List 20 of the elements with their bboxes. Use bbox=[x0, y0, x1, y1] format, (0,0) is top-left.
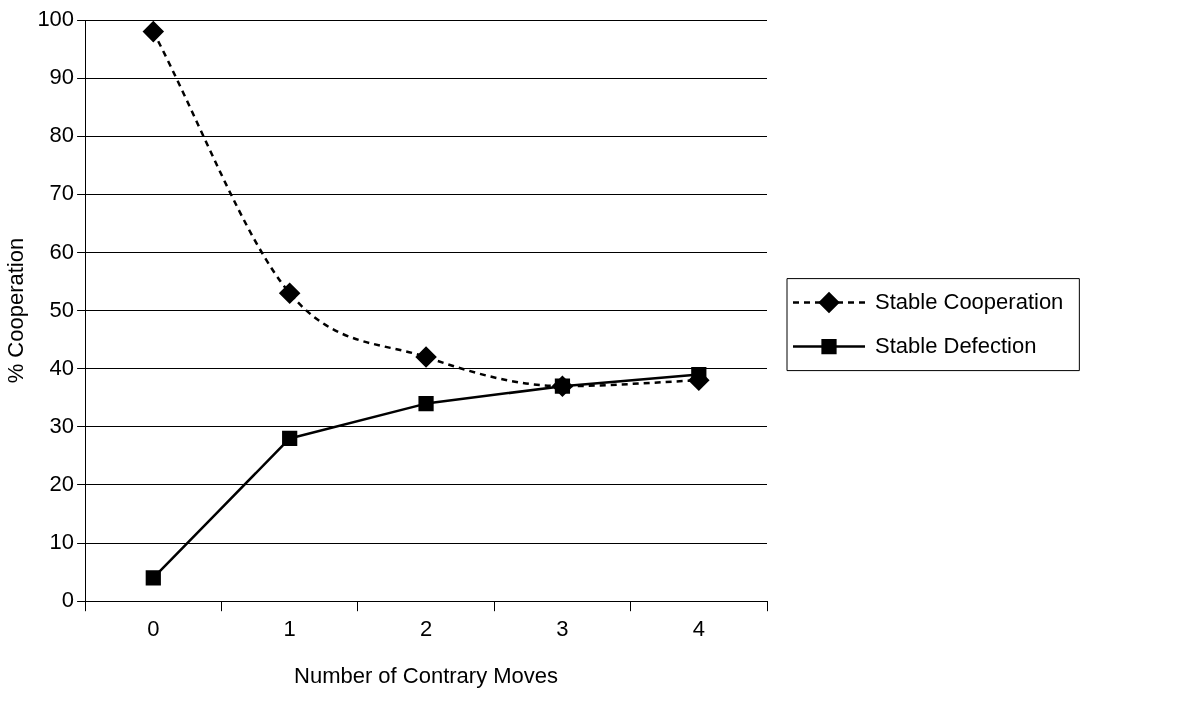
x-tick-label: 3 bbox=[556, 616, 569, 642]
x-tick-label: 2 bbox=[419, 616, 433, 642]
x-tick-label: 0 bbox=[147, 616, 160, 642]
y-tick-label: 20 bbox=[49, 471, 75, 497]
x-tick-label: 4 bbox=[692, 616, 705, 642]
y-axis-title: % Cooperation bbox=[3, 237, 29, 384]
y-tick-label: 60 bbox=[49, 238, 75, 264]
y-tick-label: 40 bbox=[49, 354, 75, 380]
y-tick-label: 50 bbox=[49, 296, 75, 322]
y-tick-label: 70 bbox=[49, 180, 75, 206]
x-tick-label: 1 bbox=[283, 616, 296, 642]
y-tick-label: 90 bbox=[49, 64, 75, 90]
y-tick-label: 80 bbox=[49, 122, 75, 148]
x-axis-title: Number of Contrary Moves bbox=[294, 662, 559, 688]
y-tick-label: 10 bbox=[49, 529, 75, 555]
y-tick-label: 0 bbox=[61, 587, 75, 613]
y-tick-label: 30 bbox=[49, 412, 75, 438]
legend-label: Stable Defection bbox=[875, 332, 1037, 358]
y-tick-label: 100 bbox=[37, 6, 75, 32]
legend-label: Stable Cooperation bbox=[875, 288, 1064, 314]
